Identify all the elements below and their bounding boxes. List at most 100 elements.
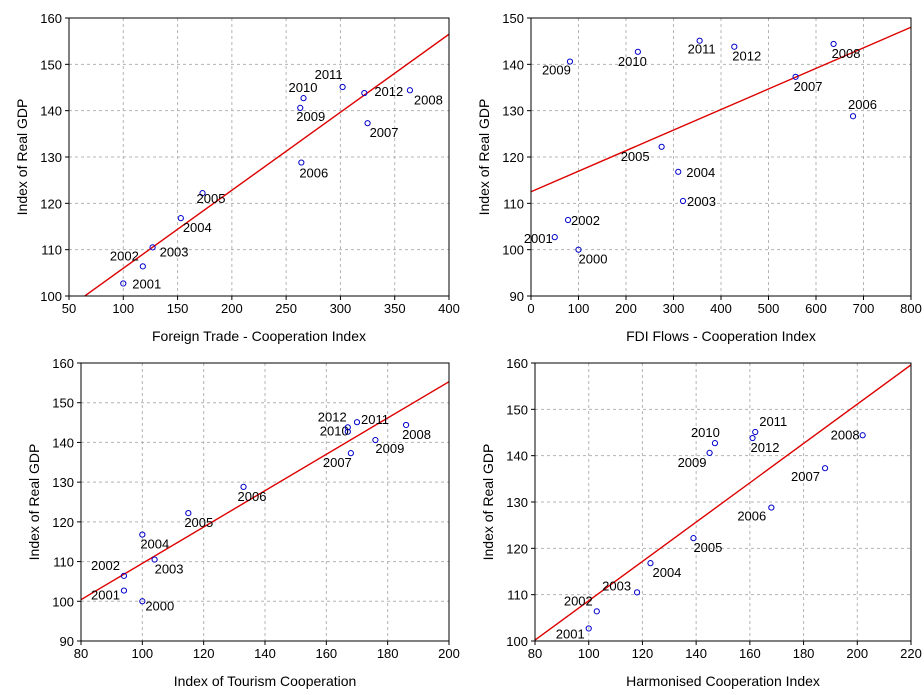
y-tick-label: 150 <box>506 402 528 417</box>
data-point <box>402 421 410 429</box>
x-tick-label: 160 <box>315 646 337 661</box>
x-tick-label: 200 <box>221 301 243 316</box>
x-tick-label: 180 <box>793 646 815 661</box>
point-label: 2005 <box>197 191 226 206</box>
x-tick-label: 160 <box>739 646 761 661</box>
point-label: 2005 <box>621 149 650 164</box>
data-point <box>297 104 304 111</box>
x-tick-label: 80 <box>74 646 88 661</box>
x-tick-label: 100 <box>112 301 134 316</box>
regression-line <box>81 381 449 601</box>
point-label: 2006 <box>737 509 766 524</box>
x-tick-label: 0 <box>527 301 534 316</box>
point-label: 2011 <box>315 67 343 82</box>
y-tick-label: 90 <box>510 289 524 304</box>
point-label: 2000 <box>579 252 608 267</box>
data-point <box>353 419 361 426</box>
y-tick-label: 160 <box>52 356 74 371</box>
chart-panel-trade: 2001 2002 2003 2004 2005 2006 2007 2008 2009 2010… <box>14 11 460 344</box>
plot-area <box>69 18 449 296</box>
x-axis-title: Foreign Trade - Cooperation Index <box>152 328 366 344</box>
data-point <box>768 504 775 511</box>
data-point <box>711 440 719 447</box>
point-label: 2000 <box>145 598 174 613</box>
data-point <box>120 572 128 579</box>
data-point <box>406 87 414 94</box>
data-point <box>298 159 305 166</box>
point-label: 2011 <box>361 412 389 427</box>
point-label: 2001 <box>524 231 553 246</box>
y-tick-label: 140 <box>52 435 74 450</box>
y-tick-label: 100 <box>52 594 74 609</box>
y-tick-label: 120 <box>40 196 62 211</box>
data-point <box>199 190 206 197</box>
data-point <box>585 625 592 632</box>
data-point <box>690 535 697 542</box>
x-tick-label: 80 <box>528 646 542 661</box>
data-point <box>679 197 687 205</box>
data-point <box>658 143 665 150</box>
point-label: 2011 <box>759 414 787 429</box>
y-tick-label: 110 <box>507 588 528 603</box>
data-point <box>566 58 574 65</box>
x-tick-label: 50 <box>62 301 76 316</box>
x-tick-label: 250 <box>275 301 297 316</box>
point-label: 2002 <box>91 558 120 573</box>
x-tick-label: 100 <box>568 301 590 316</box>
y-tick-label: 110 <box>41 243 62 258</box>
data-point <box>300 95 307 102</box>
x-tick-label: 200 <box>615 301 637 316</box>
data-point <box>675 168 682 175</box>
data-point <box>849 113 857 120</box>
point-label: 2004 <box>183 220 212 235</box>
data-point <box>361 89 368 97</box>
point-label: 2003 <box>602 578 631 593</box>
point-label: 2008 <box>414 92 443 107</box>
y-tick-label: 150 <box>52 396 74 411</box>
x-tick-label: 150 <box>167 301 189 316</box>
point-label: 2001 <box>556 626 585 641</box>
data-point <box>240 483 247 491</box>
x-tick-label: 200 <box>438 646 460 661</box>
data-point <box>372 436 379 444</box>
data-point <box>634 48 641 55</box>
y-tick-label: 140 <box>506 449 528 464</box>
point-label: 2007 <box>370 125 399 140</box>
data-point <box>731 43 738 50</box>
data-point <box>177 215 184 222</box>
data-point <box>830 40 837 48</box>
point-label: 2009 <box>296 109 325 124</box>
x-tick-label: 500 <box>758 301 780 316</box>
y-tick-label: 120 <box>506 541 528 556</box>
point-label: 2010 <box>618 54 647 69</box>
data-point <box>575 246 582 253</box>
point-label: 2010 <box>320 424 349 439</box>
data-point <box>749 434 756 442</box>
point-label: 2002 <box>571 213 600 228</box>
point-label: 2003 <box>687 194 716 209</box>
y-tick-label: 100 <box>506 634 528 649</box>
point-label: 2012 <box>751 440 780 455</box>
x-tick-label: 180 <box>377 646 399 661</box>
point-label: 2009 <box>542 63 571 78</box>
point-label: 2012 <box>732 49 761 64</box>
data-point <box>185 510 192 517</box>
point-label: 2007 <box>323 455 352 470</box>
point-label: 2002 <box>564 593 593 608</box>
data-point <box>339 83 346 91</box>
data-point <box>859 432 866 439</box>
data-point <box>752 428 759 436</box>
point-label: 2002 <box>110 248 139 263</box>
point-label: 2009 <box>375 441 404 456</box>
point-label: 2001 <box>91 588 120 603</box>
point-label: 2010 <box>691 425 720 440</box>
y-tick-label: 150 <box>40 57 62 72</box>
data-point <box>139 598 146 605</box>
regression-line <box>83 33 449 296</box>
point-label: 2005 <box>184 515 213 530</box>
point-label: 2005 <box>693 540 722 555</box>
y-tick-label: 120 <box>52 515 74 530</box>
y-axis-title: Index of Real GDP <box>14 99 30 216</box>
y-tick-label: 140 <box>40 104 62 119</box>
